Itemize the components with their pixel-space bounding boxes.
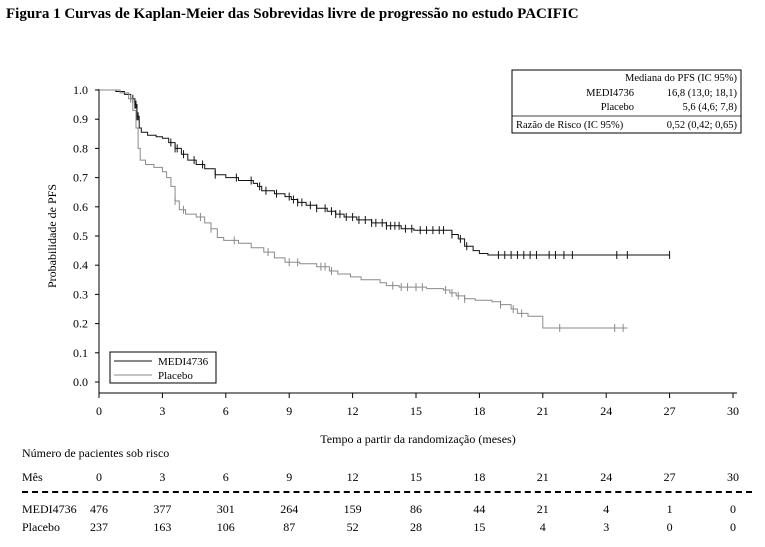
y-tick-label: 0.1 <box>73 346 88 360</box>
risk-month-cell: 15 <box>410 470 422 484</box>
risk-cell-medi: 44 <box>473 502 486 516</box>
risk-cell-placebo: 237 <box>90 520 108 534</box>
risk-month-cell: 9 <box>286 470 293 484</box>
x-axis-title: Tempo a partir da randomização (meses) <box>320 432 515 446</box>
risk-cell-placebo: 3 <box>603 520 610 534</box>
stats-row-placebo-label: Placebo <box>601 102 634 113</box>
risk-row-label-placebo: Placebo <box>22 520 60 534</box>
y-tick-label: 0.4 <box>73 258 88 272</box>
risk-month-cell: 21 <box>536 470 549 484</box>
y-tick-label: 0.9 <box>73 112 88 126</box>
ticks: 0.0 0.1 0.2 0.3 0.4 0.5 0.6 0.7 0.8 0.9 1.0 0 3 6 9 12 1… <box>73 83 739 418</box>
stats-row-placebo-value: 5,6 (4,6; 7,8) <box>682 102 737 113</box>
risk-month-cell: 3 <box>159 470 166 484</box>
x-tick-label: 9 <box>286 404 292 418</box>
risk-cell-placebo: 15 <box>473 520 486 534</box>
y-tick-label: 0.6 <box>73 200 88 214</box>
risk-cell-medi: 21 <box>536 502 549 516</box>
risk-cell-placebo: 0 <box>730 520 736 534</box>
risk-row-label-medi: MEDI4736 <box>22 502 77 516</box>
risk-cell-medi: 377 <box>153 502 172 516</box>
risk-cell-placebo: 106 <box>216 520 235 534</box>
x-tick-label: 30 <box>727 404 739 418</box>
series-layer <box>99 89 671 332</box>
y-tick-label: 0.3 <box>73 287 88 301</box>
risk-month-cell: 0 <box>96 470 102 484</box>
x-tick-label: 0 <box>96 404 102 418</box>
risk-cell-medi: 1 <box>666 502 673 516</box>
risk-cell-placebo: 28 <box>410 520 422 534</box>
x-tick-label: 15 <box>410 404 422 418</box>
stats-hr-label: Razão de Risco (IC 95%) <box>516 120 624 131</box>
risk-month-cell: 6 <box>222 470 229 484</box>
risk-month-cell: 12 <box>346 470 359 484</box>
stats-header: Mediana do PFS (IC 95%) <box>625 73 737 84</box>
stats-box-frame <box>511 69 742 134</box>
risk-month-label: Mês <box>22 470 43 484</box>
stats-row-medi-value: 16,8 (13,0; 18,1) <box>667 88 738 99</box>
risk-cell-placebo: 0 <box>666 520 673 534</box>
x-tick-label: 3 <box>159 404 165 418</box>
x-tick-label: 12 <box>347 404 359 418</box>
y-tick-label: 0.7 <box>73 171 88 185</box>
risk-cell-medi: 476 <box>90 502 108 516</box>
risk-month-cell: 30 <box>727 470 739 484</box>
stats-row-medi-label: MEDI4736 <box>586 88 634 99</box>
x-tick-label: 18 <box>473 404 485 418</box>
x-tick-label: 21 <box>537 404 549 418</box>
figure-title: Figura 1 Curvas de Kaplan-Meier das Sobr… <box>6 6 579 22</box>
risk-month-cell: 18 <box>473 470 486 484</box>
x-tick-label: 6 <box>223 404 229 418</box>
risk-cell-medi: 0 <box>730 502 736 516</box>
y-tick-label: 0.5 <box>73 229 88 243</box>
risk-cell-medi: 301 <box>216 502 235 516</box>
risk-table-title: Número de pacientes sob risco <box>22 446 170 460</box>
stats-box: Mediana do PFS (IC 95%) MEDI4736 16,8 (1… <box>511 69 742 134</box>
risk-cell-medi: 86 <box>410 502 422 516</box>
legend-frame <box>109 351 217 384</box>
risk-cell-medi: 264 <box>280 502 299 516</box>
risk-month-cell: 24 <box>600 470 613 484</box>
y-tick-label: 0.8 <box>73 141 88 155</box>
risk-month-cell: 27 <box>663 470 676 484</box>
y-tick-label: 0.2 <box>73 317 88 331</box>
axes <box>98 89 737 394</box>
legend-label-medi: MEDI4736 <box>158 356 209 368</box>
y-tick-label: 1.0 <box>73 83 88 97</box>
x-tick-label: 27 <box>664 404 676 418</box>
risk-table-divider <box>22 491 752 493</box>
risk-cell-placebo: 4 <box>539 520 546 534</box>
y-axis-title: Probabilidade de PFS <box>45 184 59 288</box>
risk-cell-medi: 159 <box>343 502 362 516</box>
risk-cell-placebo: 87 <box>283 520 296 534</box>
y-tick-label: 0.0 <box>73 375 88 389</box>
legend: MEDI4736 Placebo <box>109 351 217 384</box>
risk-cell-placebo: 163 <box>153 520 172 534</box>
risk-cell-placebo: 52 <box>346 520 359 534</box>
series-line-medi <box>99 89 670 256</box>
risk-cell-medi: 4 <box>603 502 610 516</box>
series-line-placebo <box>99 89 628 329</box>
stats-hr-value: 0,52 (0,42; 0,65) <box>667 120 738 131</box>
legend-label-placebo: Placebo <box>158 370 193 382</box>
x-tick-label: 24 <box>600 404 612 418</box>
